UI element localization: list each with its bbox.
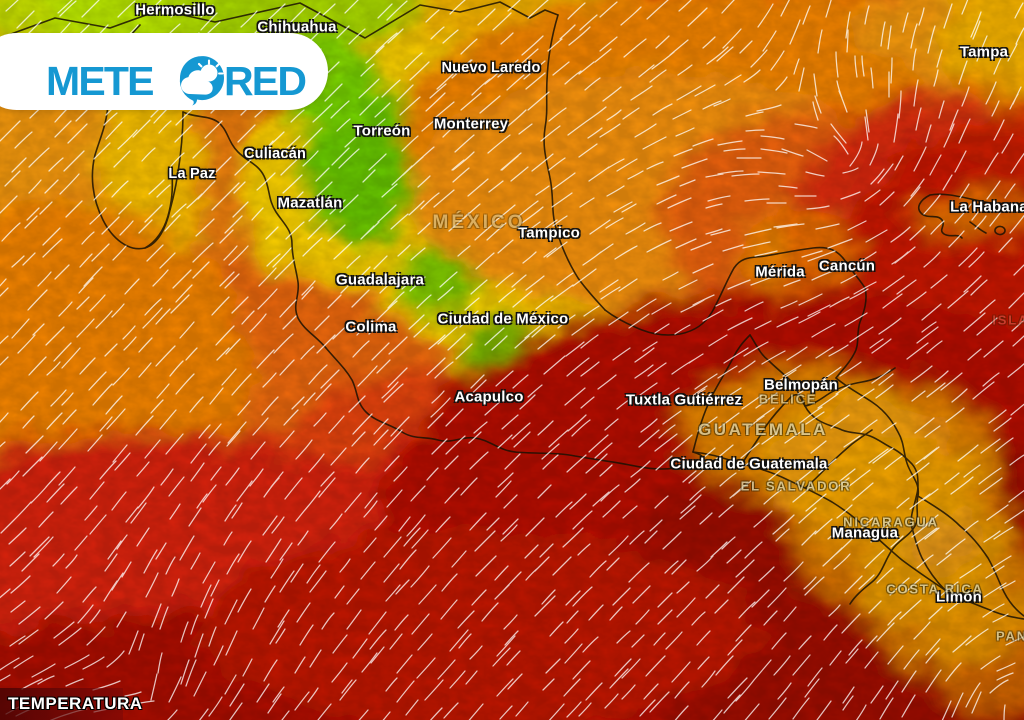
- svg-text:METE: METE: [46, 58, 153, 104]
- svg-text:RED: RED: [224, 58, 305, 104]
